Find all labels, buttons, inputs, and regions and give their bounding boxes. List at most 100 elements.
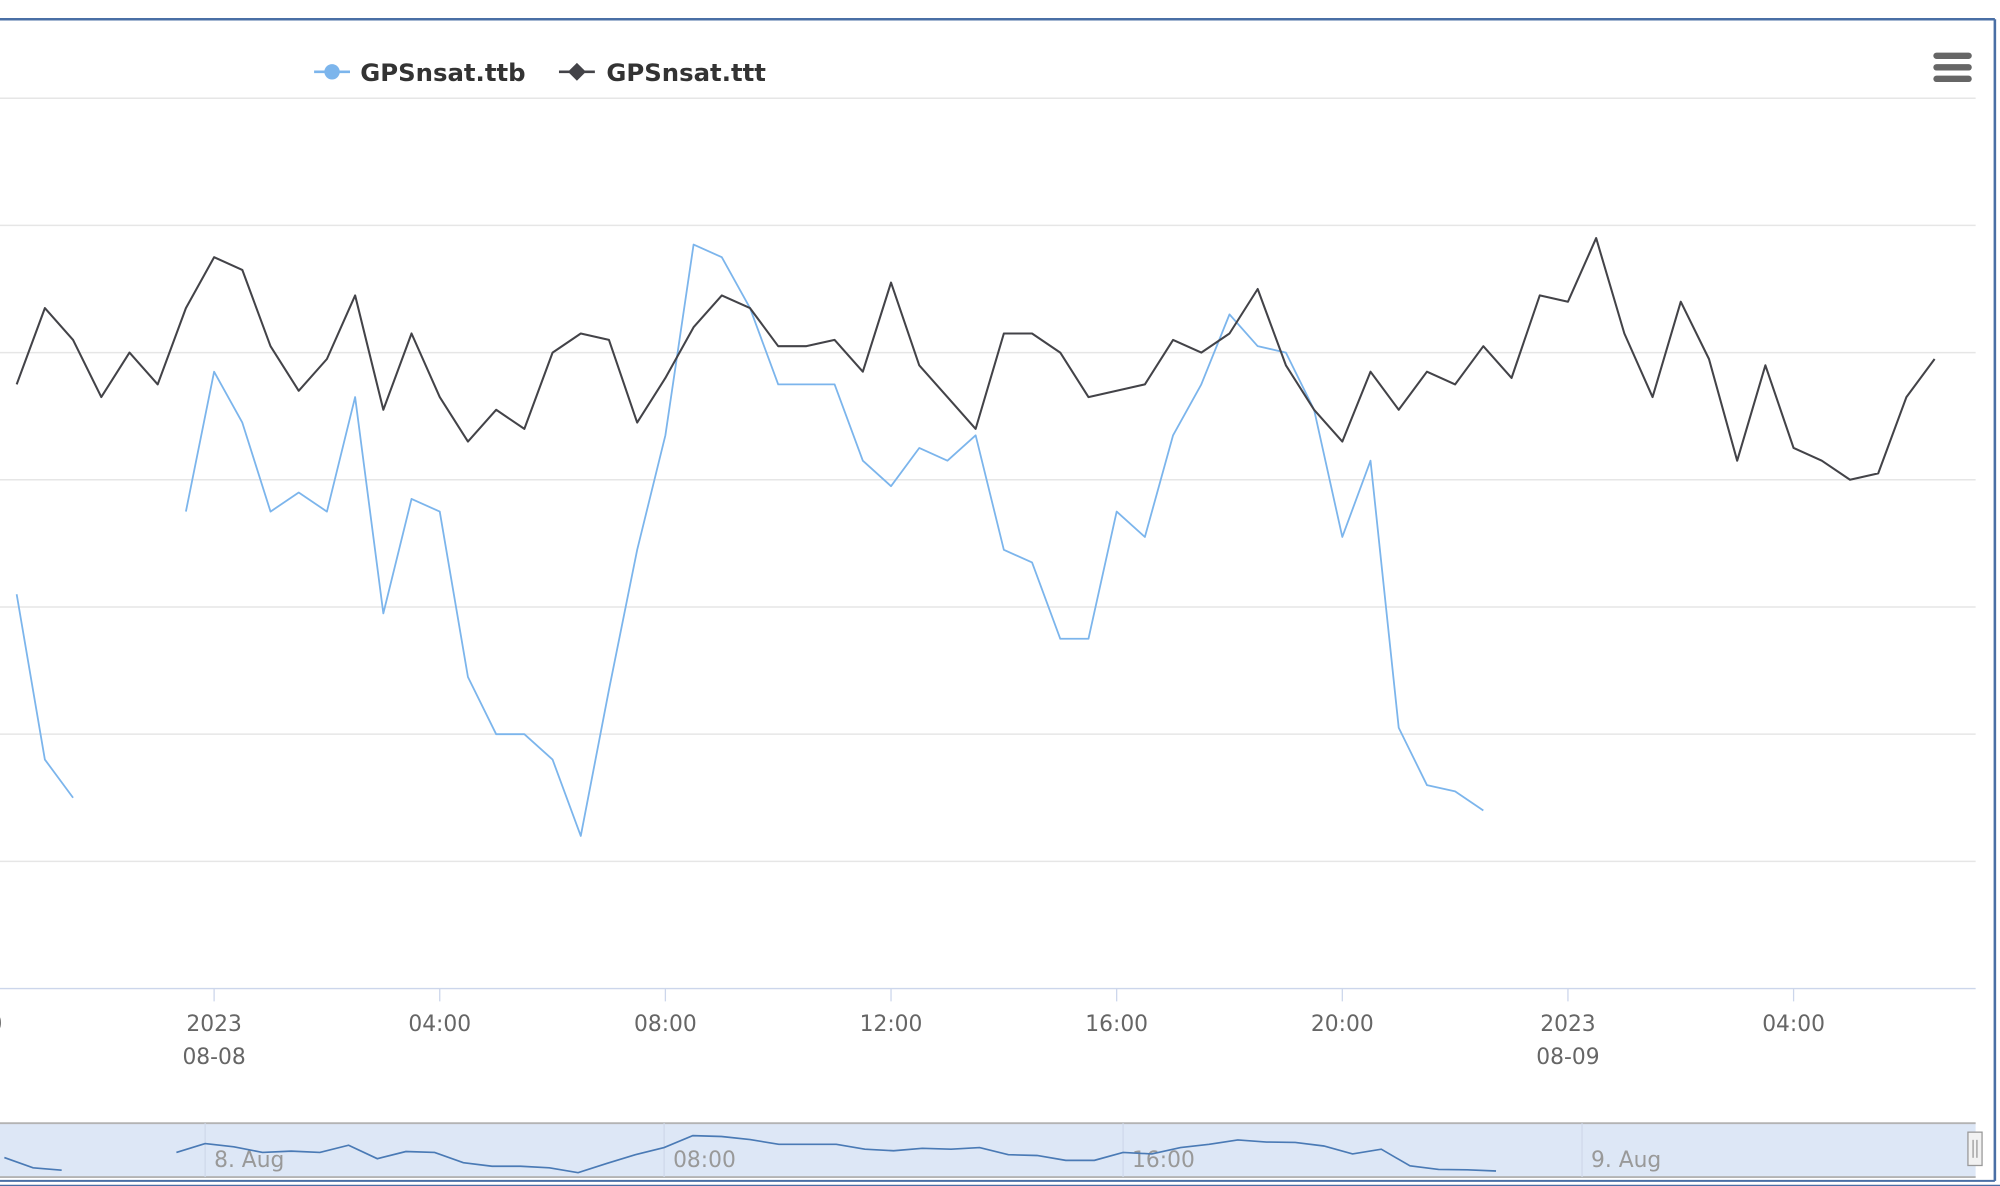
data-point[interactable]	[1504, 370, 1519, 385]
data-point[interactable]	[404, 326, 419, 341]
data-point[interactable]	[1701, 351, 1716, 366]
data-point[interactable]	[1278, 358, 1293, 373]
data-point[interactable]	[9, 377, 24, 392]
data-point[interactable]	[940, 389, 955, 404]
data-point[interactable]	[1871, 466, 1886, 481]
data-point[interactable]	[1447, 377, 1462, 392]
data-point[interactable]	[1306, 402, 1321, 417]
data-point[interactable]	[517, 421, 532, 436]
data-point[interactable]	[1617, 326, 1632, 341]
data-point[interactable]	[150, 377, 165, 392]
data-point[interactable]	[658, 370, 673, 385]
legend-item-ttb[interactable]: GPSnsat.ttb	[314, 58, 526, 87]
data-point[interactable]	[742, 300, 757, 315]
data-point[interactable]	[460, 669, 475, 684]
data-point[interactable]	[1335, 529, 1350, 544]
data-point[interactable]	[291, 485, 306, 500]
data-point[interactable]	[178, 504, 193, 519]
data-point[interactable]	[122, 345, 137, 360]
data-point[interactable]	[940, 453, 955, 468]
data-point[interactable]	[799, 339, 814, 354]
data-point[interactable]	[1081, 631, 1096, 646]
data-point[interactable]	[488, 402, 503, 417]
data-point[interactable]	[629, 415, 644, 430]
data-point[interactable]	[1927, 351, 1942, 366]
data-point[interactable]	[291, 383, 306, 398]
data-point[interactable]	[883, 478, 898, 493]
data-point[interactable]	[601, 332, 616, 347]
data-point[interactable]	[545, 752, 560, 767]
data-point[interactable]	[1363, 453, 1378, 468]
data-point[interactable]	[1165, 428, 1180, 443]
data-point[interactable]	[376, 402, 391, 417]
data-point[interactable]	[1222, 326, 1237, 341]
data-point[interactable]	[432, 389, 447, 404]
data-point[interactable]	[460, 434, 475, 449]
data-point[interactable]	[968, 421, 983, 436]
hamburger-menu-icon[interactable]	[1929, 49, 1975, 87]
data-point[interactable]	[912, 440, 927, 455]
data-point[interactable]	[573, 326, 588, 341]
data-point[interactable]	[996, 326, 1011, 341]
data-point[interactable]	[912, 358, 927, 373]
data-point[interactable]	[1109, 504, 1124, 519]
data-point[interactable]	[206, 250, 221, 265]
data-point[interactable]	[319, 351, 334, 366]
data-point[interactable]	[263, 504, 278, 519]
data-point[interactable]	[178, 300, 193, 315]
data-point[interactable]	[488, 726, 503, 741]
data-point[interactable]	[206, 364, 221, 379]
data-point[interactable]	[855, 453, 870, 468]
data-point[interactable]	[37, 300, 52, 315]
data-point[interactable]	[1335, 434, 1350, 449]
data-point[interactable]	[65, 332, 80, 347]
data-point[interactable]	[771, 377, 786, 392]
data-point[interactable]	[1137, 377, 1152, 392]
data-point[interactable]	[1786, 440, 1801, 455]
data-point[interactable]	[1814, 453, 1829, 468]
data-point[interactable]	[1222, 307, 1237, 322]
data-point[interactable]	[1363, 364, 1378, 379]
data-point[interactable]	[1137, 529, 1152, 544]
data-point[interactable]	[827, 377, 842, 392]
data-point[interactable]	[1899, 389, 1914, 404]
data-point[interactable]	[883, 275, 898, 290]
data-point[interactable]	[1758, 358, 1773, 373]
data-point[interactable]	[1053, 631, 1068, 646]
data-point[interactable]	[376, 606, 391, 621]
data-point[interactable]	[1194, 377, 1209, 392]
data-point[interactable]	[347, 389, 362, 404]
data-point[interactable]	[1391, 720, 1406, 735]
data-point[interactable]	[9, 587, 24, 602]
data-point[interactable]	[1532, 288, 1547, 303]
data-point[interactable]	[263, 339, 278, 354]
data-point[interactable]	[855, 364, 870, 379]
data-point[interactable]	[1081, 389, 1096, 404]
data-point[interactable]	[1419, 777, 1434, 792]
data-point[interactable]	[1476, 803, 1491, 818]
data-point[interactable]	[1419, 364, 1434, 379]
data-point[interactable]	[1250, 339, 1265, 354]
navigator[interactable]: 8. Aug 08:00 16:00 9. Aug	[0, 1122, 1983, 1178]
data-point[interactable]	[432, 504, 447, 519]
data-point[interactable]	[1588, 230, 1603, 245]
data-point[interactable]	[94, 389, 109, 404]
data-point[interactable]	[799, 377, 814, 392]
data-point[interactable]	[1391, 402, 1406, 417]
data-point[interactable]	[601, 682, 616, 697]
data-point[interactable]	[573, 828, 588, 843]
data-point[interactable]	[1842, 472, 1857, 487]
data-point[interactable]	[319, 504, 334, 519]
data-point[interactable]	[771, 339, 786, 354]
data-point[interactable]	[404, 491, 419, 506]
data-point[interactable]	[235, 262, 250, 277]
data-point[interactable]	[517, 726, 532, 741]
data-point[interactable]	[1109, 383, 1124, 398]
data-point[interactable]	[714, 288, 729, 303]
navigator-handle-right[interactable]	[1967, 1131, 1983, 1167]
data-point[interactable]	[658, 428, 673, 443]
data-point[interactable]	[1250, 281, 1265, 296]
data-point[interactable]	[1673, 294, 1688, 309]
data-point[interactable]	[1024, 326, 1039, 341]
data-point[interactable]	[1447, 784, 1462, 799]
